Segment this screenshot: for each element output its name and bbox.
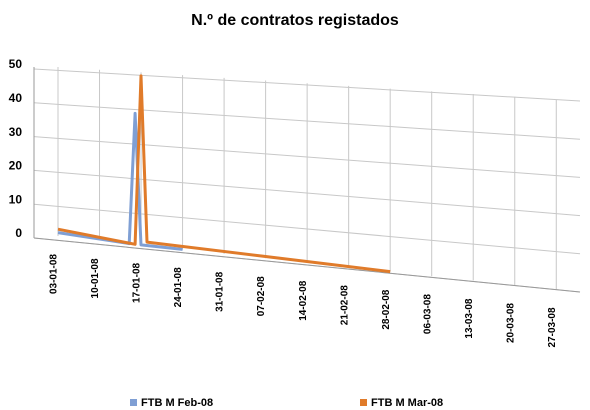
axis-line [33,237,581,293]
x-tick-label: 28-02-08 [381,289,392,329]
legend-label: FTB M Mar-08 [371,397,443,409]
x-tick-label: 21-02-08 [339,285,350,325]
legend-swatch [360,399,367,406]
y-tick-label: 10 [9,192,23,206]
x-tick-label: 17-01-08 [132,262,143,302]
legend-label: FTB M Feb-08 [141,397,213,409]
y-tick-label: 50 [9,57,23,71]
x-tick-label: 24-01-08 [173,267,184,307]
y-tick-label: 0 [15,226,22,240]
y-tick-label: 40 [9,91,23,105]
x-tick-label: 14-02-08 [298,280,309,320]
line-series [57,74,391,274]
x-tick-label: 13-03-08 [464,298,475,338]
y-tick-label: 20 [9,159,23,173]
x-tick-label: 27-03-08 [547,307,558,347]
x-tick-label: 10-01-08 [90,258,101,298]
x-tick-label: 31-01-08 [215,271,226,311]
chart-title: N.º de contratos registados [191,12,399,29]
x-tick-label: 20-03-08 [505,303,516,343]
x-tick-label: 03-01-08 [49,254,60,294]
y-tick-label: 30 [9,125,23,139]
legend-swatch [130,399,137,406]
x-tick-label: 07-02-08 [256,276,267,316]
x-tick-label: 06-03-08 [422,294,433,334]
